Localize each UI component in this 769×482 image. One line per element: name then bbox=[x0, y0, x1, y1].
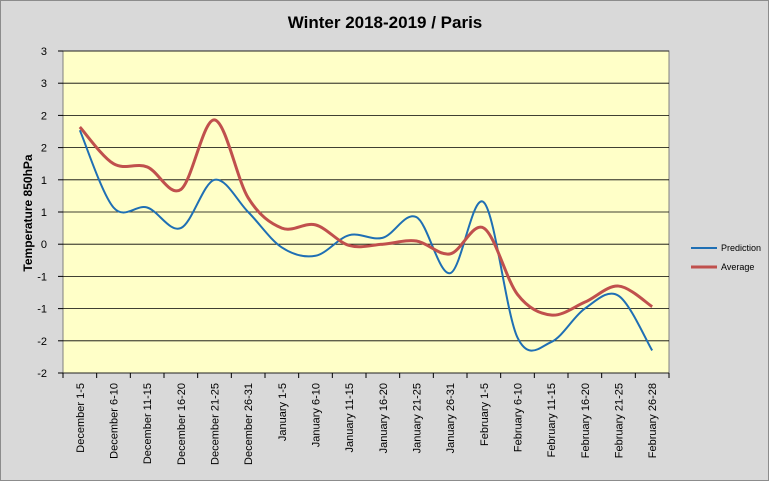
x-tick-label: January 11-15 bbox=[344, 383, 356, 453]
y-tick-label: 1 bbox=[41, 175, 47, 187]
y-axis-ticks: 3 2 2 1 1 0 -1 -1 -2 -2 3 bbox=[37, 46, 47, 380]
series-line-average bbox=[78, 118, 654, 317]
y-tick-label: 3 bbox=[41, 78, 47, 90]
x-tick-label: January 16-20 bbox=[378, 383, 390, 453]
y-tick-label: 3 bbox=[41, 46, 47, 58]
y-tick-label: -2 bbox=[37, 336, 47, 348]
x-tick-label: January 26-31 bbox=[445, 383, 457, 453]
y-tick-label: -1 bbox=[37, 271, 47, 283]
x-tick-label: February 21-25 bbox=[614, 383, 626, 458]
x-tick-label: February 1-5 bbox=[479, 383, 491, 446]
y-tick-label: 1 bbox=[41, 207, 47, 219]
x-tick-label: February 11-15 bbox=[546, 383, 558, 457]
series-line-prediction bbox=[78, 129, 654, 352]
x-tick-label: January 21-25 bbox=[412, 383, 424, 453]
legend-label: Average bbox=[721, 262, 754, 272]
y-tick-label: 2 bbox=[41, 143, 47, 155]
y-tick-label: 0 bbox=[41, 239, 47, 251]
x-tick-label: January 6-10 bbox=[311, 383, 323, 447]
x-tick-label: January 1-5 bbox=[277, 383, 289, 441]
x-tick-label: February 6-10 bbox=[513, 383, 525, 452]
x-axis-ticks: December 1-5 December 6-10 December 11-15 D… bbox=[62, 373, 670, 465]
y-tick-label: 2 bbox=[41, 110, 47, 122]
x-tick-label: February 26-28 bbox=[647, 383, 659, 458]
x-tick-label: December 11-15 bbox=[142, 383, 154, 464]
x-tick-label: December 1-5 bbox=[75, 383, 87, 453]
y-tick-label: -1 bbox=[37, 304, 47, 316]
x-tick-label: December 16-20 bbox=[176, 383, 188, 465]
chart-title: Winter 2018-2019 / Paris bbox=[288, 13, 483, 32]
series-lines bbox=[78, 118, 654, 352]
x-tick-label: February 16-20 bbox=[580, 383, 592, 458]
x-tick-label: December 26-31 bbox=[243, 383, 255, 465]
y-axis-label: Temperature 850hPa bbox=[21, 154, 35, 271]
legend-label: Prediction bbox=[721, 243, 761, 253]
y-tick-label: -2 bbox=[37, 368, 47, 380]
x-tick-label: December 6-10 bbox=[109, 383, 121, 459]
legend: Prediction Average bbox=[691, 243, 761, 272]
x-tick-label: December 21-25 bbox=[210, 383, 222, 465]
